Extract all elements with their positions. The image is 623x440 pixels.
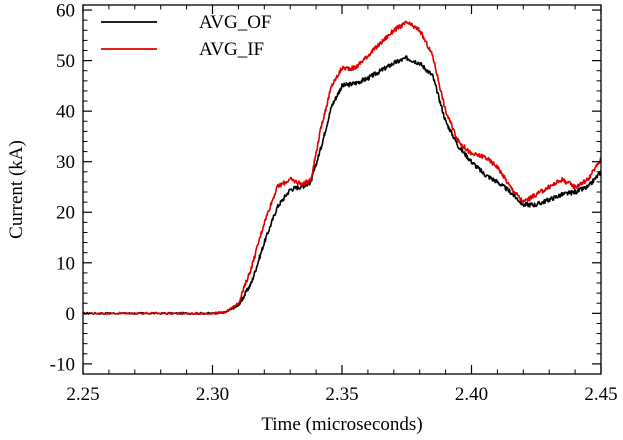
y-tick-label: -10 xyxy=(50,354,75,375)
x-tick-label: 2.45 xyxy=(584,384,617,405)
y-tick-label: 20 xyxy=(56,203,75,224)
plot-frame xyxy=(82,4,602,375)
x-tick-label: 2.25 xyxy=(66,384,99,405)
y-tick-label: 10 xyxy=(56,253,75,274)
legend: AVG_OF AVG_IF xyxy=(101,12,272,60)
plot-content xyxy=(82,20,602,316)
x-axis-ticks: 2.25 2.30 2.35 2.40 2.45 xyxy=(66,5,618,405)
legend-label: AVG_OF xyxy=(199,12,272,33)
legend-label: AVG_IF xyxy=(199,39,264,60)
x-axis-label: Time (microseconds) xyxy=(261,414,422,435)
y-tick-label: 50 xyxy=(56,51,75,72)
y-tick-label: 30 xyxy=(56,152,75,173)
y-tick-label: 60 xyxy=(56,1,75,22)
y-axis-ticks: -10 0 10 20 30 40 50 60 xyxy=(50,1,601,375)
y-tick-label: 0 xyxy=(66,304,76,325)
x-tick-label: 2.30 xyxy=(196,384,229,405)
series-line-avg-if xyxy=(82,20,602,316)
x-tick-label: 2.40 xyxy=(455,384,488,405)
y-tick-label: 40 xyxy=(56,102,75,123)
x-tick-label: 2.35 xyxy=(325,384,358,405)
series-line-avg-of xyxy=(82,55,602,316)
y-axis-label: Current (kA) xyxy=(6,140,27,239)
